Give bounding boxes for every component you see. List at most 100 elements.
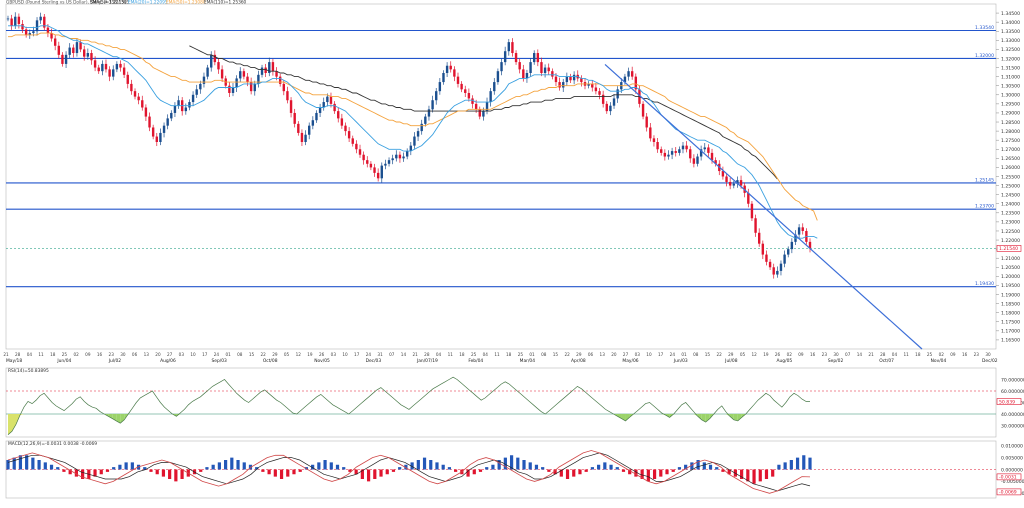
macd-histogram-bar: [777, 464, 781, 470]
candle-body: [565, 76, 569, 83]
month-label: May/18: [6, 358, 22, 364]
macd-histogram-bar: [49, 464, 54, 470]
candle-body: [431, 100, 434, 110]
rsi-oversold-fill: [725, 414, 730, 417]
date-tick-label: 18: [459, 352, 465, 357]
macd-histogram-bar: [18, 455, 23, 470]
price-tick-label: 1.25500: [1001, 174, 1020, 180]
candle-body: [660, 149, 663, 153]
date-tick-label: 03: [179, 352, 185, 357]
candle-body: [623, 76, 627, 83]
month-label: Sep/03: [211, 358, 227, 364]
date-tick-label: 03: [331, 352, 337, 357]
macd-histogram-bar: [528, 462, 532, 470]
price-tick-label: 1.17000: [1001, 329, 1020, 335]
date-tick-label: 08: [237, 352, 243, 357]
macd-histogram-bar: [727, 469, 731, 475]
macd-tick-label: 0.005000: [1001, 455, 1023, 461]
current-price-label: 1.21540: [999, 246, 1018, 252]
macd-histogram-bar: [783, 462, 787, 470]
candle-body: [115, 63, 119, 70]
candle-body: [529, 62, 532, 73]
macd-histogram-bar: [771, 469, 775, 477]
macd-histogram-bar: [385, 469, 389, 475]
macd-histogram-bar: [690, 462, 694, 470]
candle-body: [765, 254, 768, 262]
candle-body: [536, 53, 540, 63]
candle-body: [14, 16, 17, 26]
candle-body: [460, 83, 463, 90]
candle-body: [471, 98, 474, 104]
month-label: Dec/03: [366, 358, 382, 364]
date-tick-label: 23: [822, 352, 828, 357]
header-indicator: SMA(5)=1.22152: [90, 0, 127, 6]
macd-histogram-bar: [373, 469, 377, 479]
candle-body: [456, 76, 460, 84]
price-tick-label: 1.34000: [1001, 20, 1020, 26]
macd-tick-label: 0.010000: [1001, 444, 1023, 450]
date-tick-label: 09: [85, 352, 91, 357]
candle-body: [373, 167, 376, 173]
candle-body: [551, 71, 554, 77]
candle-body: [351, 138, 354, 144]
price-tick-label: 1.20500: [1001, 265, 1020, 271]
date-tick-label: 17: [202, 352, 208, 357]
price-tick-label: 1.23000: [1001, 220, 1020, 226]
price-tick-label: 1.30000: [1001, 93, 1020, 99]
candle-body: [797, 227, 801, 235]
candle-body: [601, 94, 605, 104]
candle-body: [264, 67, 267, 73]
month-label: Jan/07/19: [416, 358, 438, 364]
date-tick-label: 11: [903, 352, 909, 357]
date-tick-label: 19: [763, 352, 769, 357]
ema110-line: [189, 45, 778, 180]
header-indicator: EMA(50)=1.23080: [166, 0, 206, 6]
candle-body: [24, 29, 28, 35]
rsi-oversold-fill: [733, 414, 738, 421]
macd-histogram-bar: [522, 460, 526, 470]
rsi-oversold-fill: [120, 414, 125, 424]
rsi-oversold-fill: [697, 414, 702, 420]
macd-histogram-bar: [559, 469, 563, 477]
candle-body: [257, 74, 260, 84]
candle-body: [518, 62, 521, 70]
candle-body: [438, 82, 442, 92]
price-tick-label: 1.22500: [1001, 229, 1020, 235]
candle-body: [246, 76, 249, 83]
macd-histogram-bar: [802, 455, 806, 470]
date-tick-label: 11: [38, 352, 44, 357]
macd-histogram-bar: [665, 469, 669, 475]
macd-histogram-bar: [261, 469, 265, 472]
header-indicator: EMA(20)=1.22095: [128, 0, 168, 6]
candle-body: [801, 227, 804, 231]
date-tick-label: 13: [144, 352, 150, 357]
date-tick-label: 05: [740, 352, 746, 357]
price-tick-label: 1.22000: [1001, 238, 1020, 244]
date-tick-label: 16: [97, 352, 103, 357]
candle-body: [725, 176, 728, 182]
candle-body: [449, 65, 452, 70]
macd-histogram-bar: [391, 469, 396, 472]
macd-histogram-bar: [659, 469, 663, 477]
candle-body: [525, 73, 529, 79]
price-tick-label: 1.25000: [1001, 183, 1020, 189]
candle-body: [514, 53, 518, 63]
rsi-panel: [5, 367, 997, 438]
candle-body: [558, 82, 561, 88]
macd-histogram-bar: [472, 469, 476, 475]
candle-body: [747, 192, 750, 204]
candle-body: [503, 51, 507, 63]
rsi-tick-label: 40.000000: [1001, 412, 1024, 418]
candle-body: [337, 111, 340, 119]
macd-histogram-bar: [267, 469, 271, 475]
candle-body: [119, 63, 122, 68]
macd-histogram-bar: [398, 467, 402, 470]
macd-current-box: [996, 488, 1022, 496]
month-label: Jul/08: [724, 358, 738, 364]
candle-body: [322, 102, 325, 108]
candle-body: [159, 132, 162, 142]
macd-histogram-bar: [572, 469, 576, 477]
candle-body: [754, 218, 757, 233]
date-tick-label: 14: [401, 352, 407, 357]
